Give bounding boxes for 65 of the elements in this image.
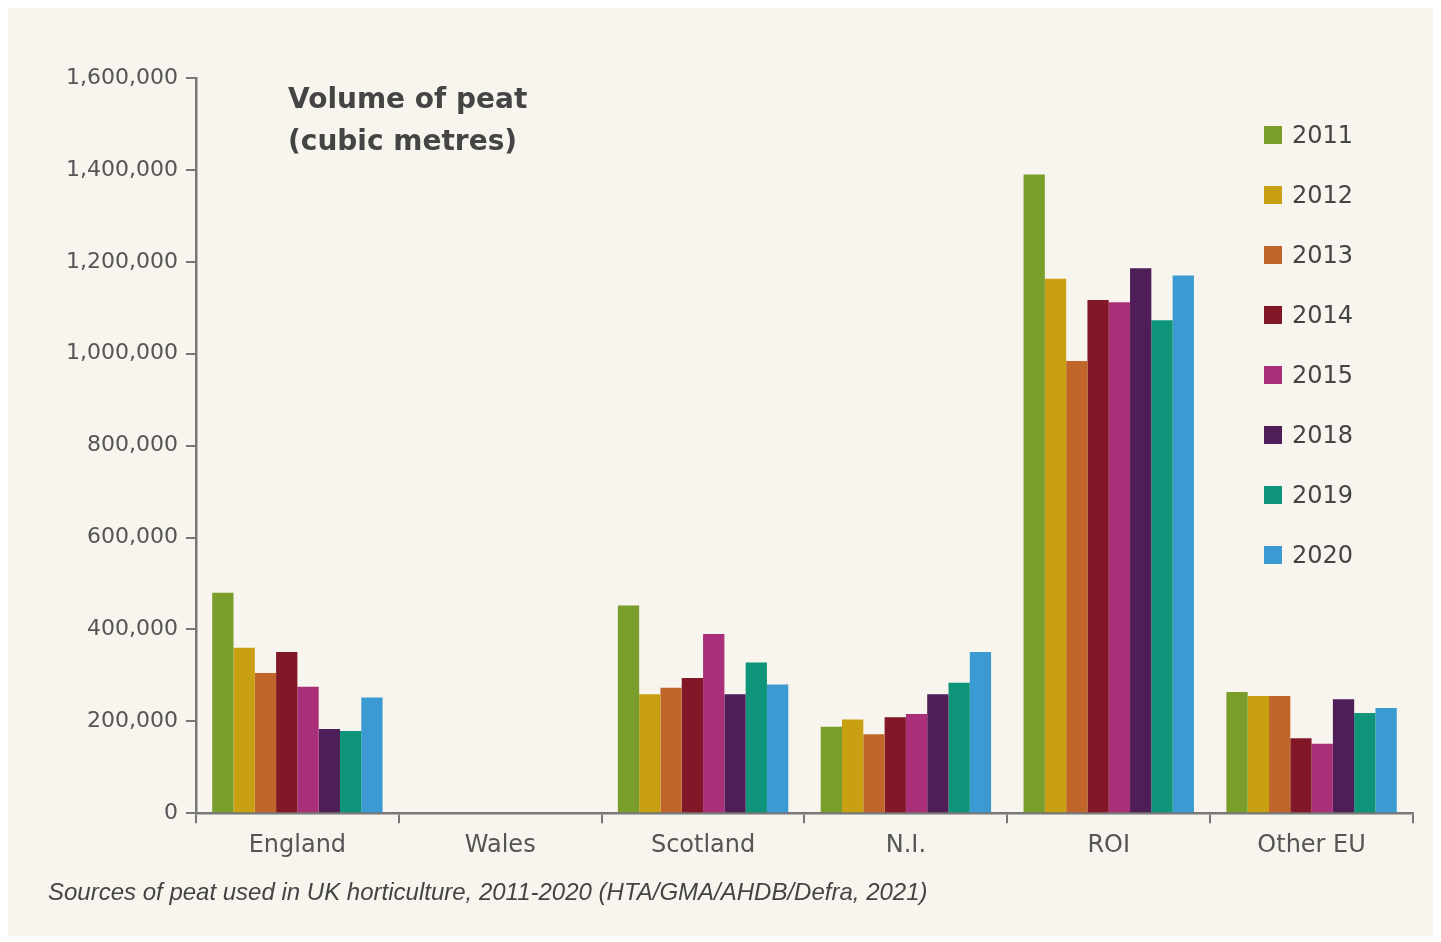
bar [745, 662, 767, 813]
x-tick-label: England [248, 829, 347, 858]
bar [1290, 738, 1312, 813]
y-axis-title: Volume of peat (cubic metres) [288, 81, 529, 159]
bar [1226, 691, 1248, 813]
bar [905, 713, 928, 813]
bar [1087, 299, 1109, 813]
bar [1172, 275, 1194, 813]
legend-label: 2020 [1291, 540, 1353, 571]
legend-label: 2013 [1291, 240, 1353, 271]
bar [297, 686, 319, 813]
bar [1108, 302, 1131, 813]
y-tick-label: 600,000 [86, 523, 178, 549]
legend-label: 2015 [1291, 360, 1353, 391]
bar [339, 730, 362, 813]
x-tick-label: Scotland [650, 829, 756, 858]
bar [212, 592, 234, 813]
y-tick-label: 1,600,000 [66, 63, 178, 89]
legend-label: 2012 [1291, 180, 1353, 211]
bar [1023, 174, 1045, 813]
bar [842, 719, 864, 813]
bar [766, 684, 789, 813]
y-tick-label: 0 [163, 798, 178, 824]
bar [660, 687, 682, 813]
legend-label: 2011 [1291, 120, 1353, 151]
bar [820, 726, 843, 813]
bar [318, 729, 340, 813]
bar [1375, 707, 1397, 813]
x-tick-label: Wales [464, 829, 536, 858]
bar [617, 605, 640, 813]
bar [276, 651, 298, 813]
bar [1130, 268, 1152, 813]
bar [969, 651, 992, 813]
x-tick-label: Other EU [1257, 829, 1366, 858]
bar [1066, 361, 1088, 813]
y-tick-label: 1,000,000 [66, 339, 178, 365]
bar [681, 678, 704, 813]
bar [1151, 320, 1173, 813]
bar [1044, 278, 1067, 813]
legend-label: 2019 [1291, 480, 1353, 511]
bar [254, 673, 277, 813]
bar [863, 734, 885, 813]
y-tick-label: 1,400,000 [66, 155, 178, 181]
bar [724, 694, 746, 813]
bar [233, 647, 255, 813]
legend-label: 2018 [1291, 420, 1353, 451]
bar [1268, 696, 1291, 813]
bar [948, 682, 970, 813]
bar [1332, 699, 1355, 813]
bar [884, 717, 906, 813]
y-tick-label: 1,200,000 [66, 247, 178, 273]
bar [361, 697, 383, 813]
legend-label: 2014 [1291, 300, 1353, 331]
y-tick-label: 800,000 [86, 431, 178, 457]
bar [1247, 696, 1269, 813]
bar [1354, 713, 1376, 813]
x-tick-label: ROI [1087, 829, 1131, 858]
y-tick-label: 400,000 [86, 615, 178, 641]
bar [639, 694, 661, 813]
source-note: Sources of peat used in UK horticulture, 2011-2020 (HTA/GMA/AHDB/Defra, 2021) [47, 878, 929, 906]
bar [1311, 743, 1333, 813]
bar [703, 634, 725, 813]
bar [927, 694, 949, 813]
x-tick-label: N.I. [885, 829, 927, 858]
y-tick-label: 200,000 [86, 707, 178, 733]
